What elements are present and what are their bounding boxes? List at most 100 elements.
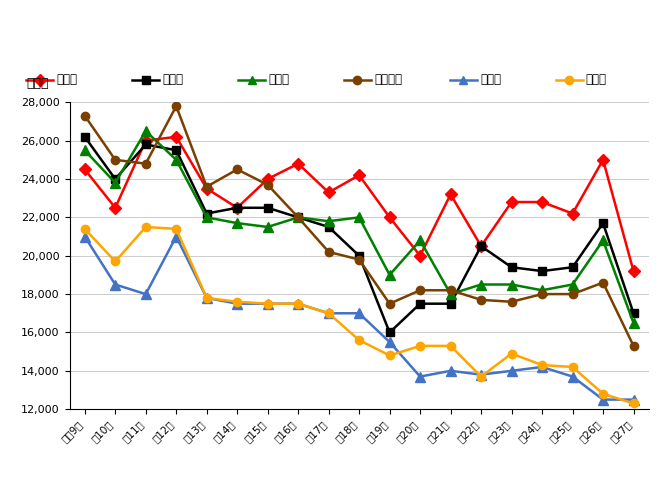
Line: 千葉県: 千葉県 (81, 223, 638, 408)
千葉県 (81, 226, 89, 232)
Line: 愛知県: 愛知県 (81, 133, 638, 275)
神奈川県 (599, 279, 607, 285)
東京都 (294, 215, 302, 221)
愛知県 (324, 190, 332, 196)
神奈川県 (142, 161, 150, 167)
埼玉県 (111, 180, 119, 186)
愛知県 (447, 191, 455, 197)
埼玉県 (294, 215, 302, 221)
Text: 愛知県: 愛知県 (56, 73, 77, 86)
静岡県 (355, 310, 363, 316)
東京都 (569, 264, 577, 270)
埼玉県 (233, 220, 241, 226)
千葉県 (508, 351, 516, 357)
愛知県 (416, 252, 424, 258)
千葉県 (386, 352, 394, 358)
千葉県 (203, 295, 211, 301)
静岡県 (233, 301, 241, 307)
東京都 (355, 252, 363, 258)
千葉県 (142, 224, 150, 230)
神奈川県 (294, 215, 302, 221)
神奈川県 (203, 184, 211, 190)
千葉県 (263, 301, 271, 307)
Text: 「持家」着工ランキング上位6都県の着工推移　平成99年～幢7年: 「持家」着工ランキング上位6都県の着工推移 平成99年～幢7年 (193, 18, 469, 34)
神奈川県 (569, 291, 577, 297)
埼玉県 (416, 238, 424, 244)
神奈川県 (233, 167, 241, 173)
静岡県 (263, 301, 271, 307)
Text: 埼玉県: 埼玉県 (268, 73, 289, 86)
神奈川県 (508, 299, 516, 305)
神奈川県 (172, 103, 180, 109)
静岡県 (569, 374, 577, 380)
静岡県 (111, 281, 119, 287)
東京都 (203, 211, 211, 217)
埼玉県 (172, 157, 180, 163)
千葉県 (630, 400, 638, 406)
神奈川県 (324, 249, 332, 255)
千葉県 (294, 301, 302, 307)
東京都 (477, 243, 485, 249)
東京都 (599, 220, 607, 226)
静岡県 (386, 339, 394, 345)
埼玉県 (263, 224, 271, 230)
東京都 (263, 205, 271, 211)
Text: （戸）: （戸） (26, 77, 48, 90)
愛知県 (263, 176, 271, 182)
Line: 静岡県: 静岡県 (80, 232, 638, 405)
愛知県 (386, 215, 394, 221)
神奈川県 (447, 287, 455, 293)
Text: 静岡県: 静岡県 (480, 73, 501, 86)
千葉県 (599, 391, 607, 397)
埼玉県 (447, 291, 455, 297)
東京都 (538, 268, 546, 274)
千葉県 (447, 343, 455, 349)
埼玉県 (142, 128, 150, 134)
愛知県 (142, 138, 150, 144)
静岡県 (477, 372, 485, 378)
愛知県 (172, 134, 180, 140)
Text: 千葉県: 千葉県 (586, 73, 607, 86)
埼玉県 (569, 281, 577, 287)
静岡県 (599, 397, 607, 403)
静岡県 (416, 374, 424, 380)
千葉県 (172, 226, 180, 232)
埼玉県 (538, 287, 546, 293)
Line: 神奈川県: 神奈川県 (81, 102, 638, 350)
千葉県 (233, 299, 241, 305)
静岡県 (447, 368, 455, 374)
埼玉県 (386, 272, 394, 278)
静岡県 (172, 234, 180, 240)
神奈川県 (538, 291, 546, 297)
愛知県 (538, 199, 546, 205)
神奈川県 (386, 301, 394, 307)
静岡県 (324, 310, 332, 316)
東京都 (111, 176, 119, 182)
愛知県 (355, 172, 363, 178)
東京都 (508, 264, 516, 270)
千葉県 (355, 337, 363, 343)
埼玉県 (477, 281, 485, 287)
東京都 (233, 205, 241, 211)
愛知県 (630, 268, 638, 274)
Line: 埼玉県: 埼玉県 (80, 126, 638, 328)
東京都 (447, 301, 455, 307)
静岡県 (630, 397, 638, 403)
愛知県 (233, 205, 241, 211)
東京都 (172, 147, 180, 153)
埼玉県 (508, 281, 516, 287)
埼玉県 (599, 238, 607, 244)
Line: 東京都: 東京都 (81, 133, 638, 337)
埼玉県 (355, 215, 363, 221)
神奈川県 (263, 182, 271, 188)
静岡県 (508, 368, 516, 374)
愛知県 (508, 199, 516, 205)
静岡県 (203, 295, 211, 301)
神奈川県 (630, 343, 638, 349)
千葉県 (324, 310, 332, 316)
千葉県 (416, 343, 424, 349)
神奈川県 (355, 256, 363, 262)
静岡県 (538, 364, 546, 370)
千葉県 (111, 258, 119, 264)
静岡県 (294, 301, 302, 307)
